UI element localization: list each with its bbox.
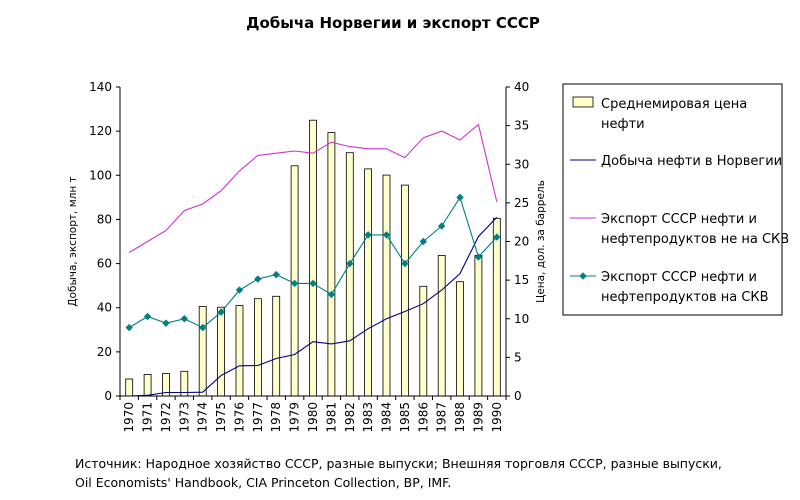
x-tick-label-1974: 1974 [196,402,210,433]
bar-1990 [492,217,501,397]
legend-swatch-marker [579,272,587,280]
series-marker-1987 [437,222,446,230]
y-right-tick-label: 0 [514,389,522,403]
bar-1976 [235,305,244,397]
x-tick-label-1986: 1986 [416,402,430,433]
series-marker-1979 [290,279,299,288]
series-marker-1978 [272,270,280,279]
plot-area: 0 20 40 60 80 100 120 140 0 5 10 15 20 25 30 35 40 1970 19… [67,80,547,433]
bar-1981 [327,132,336,397]
legend-label-1: нефти [601,117,645,132]
series-marker-1977 [254,275,262,283]
bar-1989 [474,254,483,397]
y-left-tick-label: 100 [89,168,112,182]
legend-label-3: Экспорт СССР нефти и [601,212,757,227]
series-marker-1970 [125,323,133,332]
legend-label-1: Среднемировая цена [601,97,747,112]
series-marker-1971 [143,312,152,321]
bar-1970 [125,378,134,397]
bar-1985 [400,184,409,397]
series-marker-1990 [493,233,501,241]
legend-swatch-bar [572,96,594,108]
x-tick-label-1981: 1981 [324,402,338,433]
series-marker-1983 [364,231,372,239]
x-tick-label-1972: 1972 [159,402,173,433]
x-tick-label-1985: 1985 [398,402,412,433]
x-tick-label-1988: 1988 [453,402,467,433]
y-axis-left-title: Добыча, экспорт, млн т [67,176,79,306]
bar-1974 [198,305,207,397]
y-right-tick-label: 30 [514,157,529,171]
y-right-tick-label: 20 [514,235,529,249]
y-left-tick-label: 80 [97,212,112,226]
chart-title: Добыча Норвегии и экспорт СССР [246,14,540,32]
x-tick-label-1983: 1983 [361,402,375,433]
x-tick-label-1976: 1976 [233,402,247,433]
bar-1977 [253,298,262,397]
y-right-tick-label: 15 [514,273,529,287]
x-tick-label-1989: 1989 [471,402,485,433]
series-marker-1974 [199,323,207,332]
bar-1986 [419,285,428,397]
series-marker-1980 [309,279,317,288]
y-left-tick-label: 0 [104,389,112,403]
legend-label-2: Добыча нефти в Норвегии [601,154,782,169]
source-line-2: Oil Economists' Handbook, CIA Princeton … [75,475,451,490]
legend-label-4: нефтепродуктов на СКВ [601,290,769,305]
bar-1987 [437,254,446,397]
legend: Среднемировая цена нефти Добыча нефти в Но… [562,83,789,316]
x-tick-label-1990: 1990 [490,402,504,433]
legend-label-3: нефтепродуктов не на СКВ [601,232,789,247]
bar-1978 [272,295,281,397]
series-marker-1975 [217,308,225,316]
series-marker-1982 [346,259,354,268]
bar-1984 [382,174,391,397]
x-tick-label-1980: 1980 [306,402,320,433]
series-line-2 [128,123,498,253]
bar-1980 [309,119,317,397]
x-tick-label-1979: 1979 [288,402,302,433]
series-marker-1972 [162,319,170,327]
bar-1982 [345,152,354,397]
series-line-1 [129,216,498,397]
bar-1975 [217,306,226,397]
series-marker-1984 [382,231,391,239]
series-marker-1986 [419,237,427,246]
x-tick-label-1982: 1982 [343,402,357,433]
y-right-tick-label: 10 [514,312,529,326]
y-right-tick-label: 25 [514,196,529,210]
x-tick-label-1978: 1978 [269,402,283,433]
y-left-tick-label: 120 [89,124,112,138]
source-line-1: Источник: Народное хозяйство СССР, разны… [75,456,722,471]
y-left-tick-label: 140 [89,80,112,94]
series-marker-1985 [401,259,409,268]
y-right-tick-label: 35 [514,119,529,133]
y-right-tick-label: 5 [514,350,522,364]
series-marker-1981 [327,290,336,299]
y-left-tick-label: 40 [97,301,112,315]
x-tick-label-1973: 1973 [177,402,191,433]
legend-box [562,83,783,316]
x-tick-label-1975: 1975 [214,402,228,433]
series-marker-1989 [474,253,483,261]
x-tick-label-1984: 1984 [380,402,394,433]
y-left-tick-label: 20 [97,345,112,359]
legend-label-4: Экспорт СССР нефти и [601,270,757,285]
y-left-tick-label: 60 [97,257,112,271]
bar-1983 [364,168,373,397]
x-tick-label-1977: 1977 [251,402,265,433]
series-marker-1976 [235,286,244,294]
bar-1971 [143,373,152,397]
series-marker-1988 [456,193,464,202]
y-right-tick-label: 40 [514,80,529,94]
x-tick-label-1971: 1971 [141,402,155,433]
series-marker-1973 [180,315,189,323]
y-axis-right-title: Цена, дол. за баррель [535,180,547,303]
x-tick-label-1987: 1987 [435,402,449,433]
bar-1988 [456,281,464,397]
x-tick-label-1970: 1970 [122,402,136,433]
